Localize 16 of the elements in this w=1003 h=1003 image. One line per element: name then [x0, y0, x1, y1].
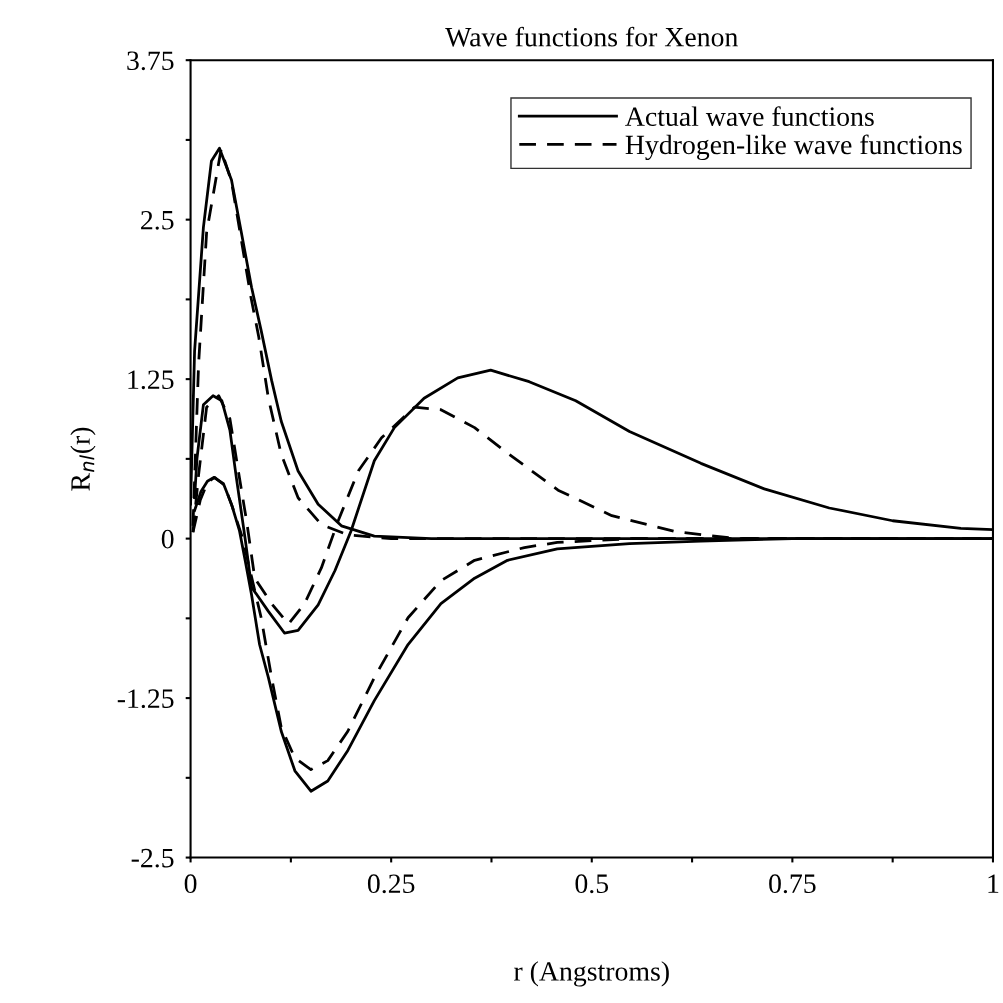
y-tick-label: 2.5: [141, 210, 174, 230]
y-tick-label: 0: [161, 529, 174, 549]
x-tick-label: 1: [988, 874, 999, 893]
x-tick-label: 0.5: [575, 874, 609, 894]
x-tick-label: 0.75: [769, 874, 816, 894]
x-axis-title: r (Angstroms): [514, 961, 669, 987]
legend-label: Hydrogen-like wave functions: [625, 134, 962, 161]
chart-title: Wave functions for Xenon: [445, 26, 738, 47]
x-tick-label: 0: [184, 874, 197, 894]
y-axis-title: R$_{nl}$(r): [70, 427, 96, 491]
y-tick-label: -2.5: [131, 848, 174, 868]
y-tick-label: -1.25: [117, 689, 174, 709]
legend-label: Actual wave functions: [625, 106, 874, 127]
y-tick-label: 3.75: [127, 51, 174, 71]
x-tick-label: 0.25: [367, 874, 415, 894]
y-tick-label: 1.25: [128, 370, 174, 390]
